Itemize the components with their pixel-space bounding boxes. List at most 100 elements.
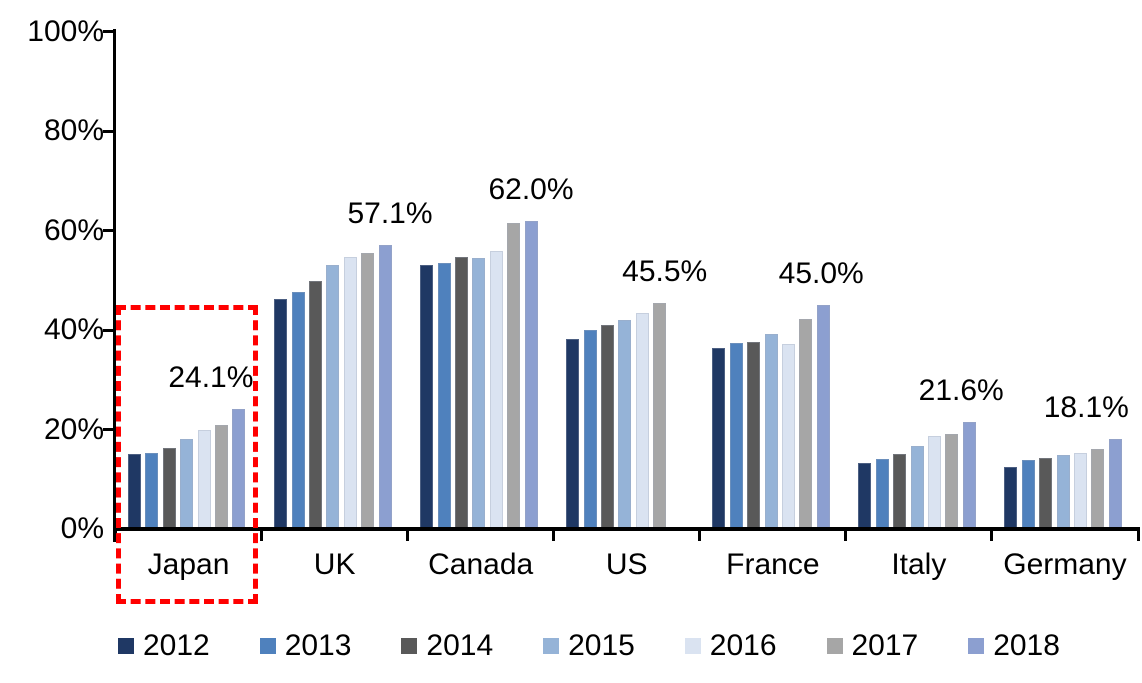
data-label-japan: 24.1% — [168, 361, 254, 395]
y-axis-line — [113, 29, 116, 531]
category-label-uk: UK — [313, 548, 356, 581]
legend-label-2012: 2012 — [143, 629, 210, 662]
data-label-germany: 18.1% — [1043, 391, 1129, 424]
bar-canada-2015 — [472, 257, 486, 529]
bar-uk-2017 — [361, 252, 375, 529]
category-label-canada: Canada — [428, 548, 534, 581]
bar-france-2018 — [816, 305, 830, 529]
x-tick-2 — [406, 531, 410, 541]
bar-canada-2013 — [437, 263, 451, 529]
category-label-germany: Germany — [1003, 548, 1127, 581]
highlight-box-japan — [116, 305, 259, 604]
y-tick-label-80: 80% — [43, 114, 104, 147]
legend-swatch-2016 — [684, 638, 701, 654]
legend-label-2017: 2017 — [851, 629, 919, 662]
x-tick-0 — [114, 531, 117, 541]
legend-item-2015: 2015 — [543, 626, 663, 666]
bar-germany-2014 — [1039, 457, 1053, 529]
legend-item-2014: 2014 — [401, 626, 521, 666]
bar-france-2016 — [781, 343, 795, 529]
data-label-italy: 21.6% — [918, 373, 1004, 407]
category-label-italy: Italy — [891, 548, 947, 581]
bar-uk-2013 — [291, 291, 305, 529]
y-tick-label-40: 40% — [43, 313, 104, 346]
x-tick-4 — [698, 531, 702, 541]
legend-swatch-2012 — [118, 638, 134, 654]
bar-canada-2014 — [454, 256, 468, 529]
bar-us-2016 — [635, 312, 649, 529]
y-tick-label-20: 20% — [43, 412, 104, 446]
y-tick-label-60: 60% — [43, 213, 104, 247]
bar-us-2014 — [601, 325, 614, 529]
bar-france-2013 — [729, 342, 743, 529]
bar-uk-2015 — [326, 265, 340, 529]
bar-germany-2017 — [1091, 449, 1105, 529]
legend-item-2017: 2017 — [826, 626, 947, 666]
category-label-us: US — [605, 548, 648, 581]
bar-germany-2012 — [1004, 467, 1018, 529]
legend-label-2016: 2016 — [709, 629, 777, 662]
legend-item-2013: 2013 — [259, 626, 380, 666]
legend-swatch-2013 — [259, 638, 276, 654]
legend: 2012 2013 2014 2015 2016 2017 2018 — [0, 626, 1142, 674]
bar-italy-2016 — [927, 436, 941, 529]
bar-uk-2016 — [343, 257, 357, 529]
y-tick-40 — [103, 328, 115, 332]
bar-france-2014 — [747, 342, 761, 529]
x-tick-3 — [552, 531, 556, 541]
legend-swatch-2014 — [401, 638, 418, 654]
legend-swatch-2018 — [968, 638, 985, 654]
data-label-us: 45.5% — [622, 254, 708, 288]
legend-item-2018: 2018 — [968, 626, 1088, 666]
y-tick-100 — [103, 30, 115, 33]
legend-swatch-2015 — [543, 638, 560, 654]
bar-italy-2015 — [910, 445, 924, 529]
data-label-uk: 57.1% — [347, 196, 433, 230]
y-tick-label-100: 100% — [27, 14, 104, 48]
y-tick-60 — [103, 229, 115, 232]
bar-canada-2016 — [489, 250, 503, 529]
bar-germany-2013 — [1021, 459, 1035, 529]
x-tick-7 — [1136, 531, 1140, 541]
x-tick-6 — [990, 531, 994, 541]
bar-canada-2017 — [507, 223, 521, 529]
bar-germany-2016 — [1074, 452, 1087, 529]
bar-italy-2012 — [858, 463, 872, 529]
bar-us-2017 — [653, 302, 667, 529]
bar-canada-2018 — [524, 220, 538, 529]
bar-italy-2014 — [893, 453, 907, 529]
bar-italy-2018 — [962, 421, 976, 529]
category-label-japan: Japan — [147, 548, 230, 581]
legend-label-2015: 2015 — [568, 629, 635, 662]
bar-us-2013 — [583, 330, 597, 529]
bar-italy-2013 — [875, 458, 889, 529]
x-tick-1 — [260, 531, 264, 541]
bar-uk-2018 — [378, 244, 392, 529]
x-axis-line — [113, 527, 1140, 531]
legend-swatch-2017 — [826, 638, 843, 654]
bar-uk-2014 — [308, 281, 322, 529]
y-tick-80 — [103, 129, 115, 133]
bar-us-2012 — [566, 339, 580, 529]
x-tick-5 — [844, 531, 848, 541]
bar-france-2012 — [712, 347, 726, 529]
bar-us-2015 — [618, 319, 632, 529]
legend-item-2012: 2012 — [118, 626, 238, 666]
legend-item-2016: 2016 — [684, 626, 805, 666]
y-tick-20 — [103, 428, 115, 431]
bar-germany-2018 — [1108, 439, 1122, 529]
data-label-canada: 62.0% — [488, 172, 574, 206]
category-label-france: France — [726, 548, 820, 581]
bar-france-2017 — [799, 318, 813, 529]
bar-italy-2017 — [945, 433, 959, 529]
legend-label-2014: 2014 — [426, 629, 494, 662]
data-label-france: 45.0% — [778, 257, 864, 291]
bar-uk-2012 — [274, 298, 288, 529]
y-tick-label-0: 0% — [60, 512, 104, 545]
bar-canada-2012 — [420, 265, 434, 529]
legend-label-2013: 2013 — [284, 629, 352, 662]
bar-france-2015 — [764, 333, 778, 529]
legend-label-2018: 2018 — [993, 629, 1060, 662]
bar-germany-2015 — [1056, 455, 1070, 529]
